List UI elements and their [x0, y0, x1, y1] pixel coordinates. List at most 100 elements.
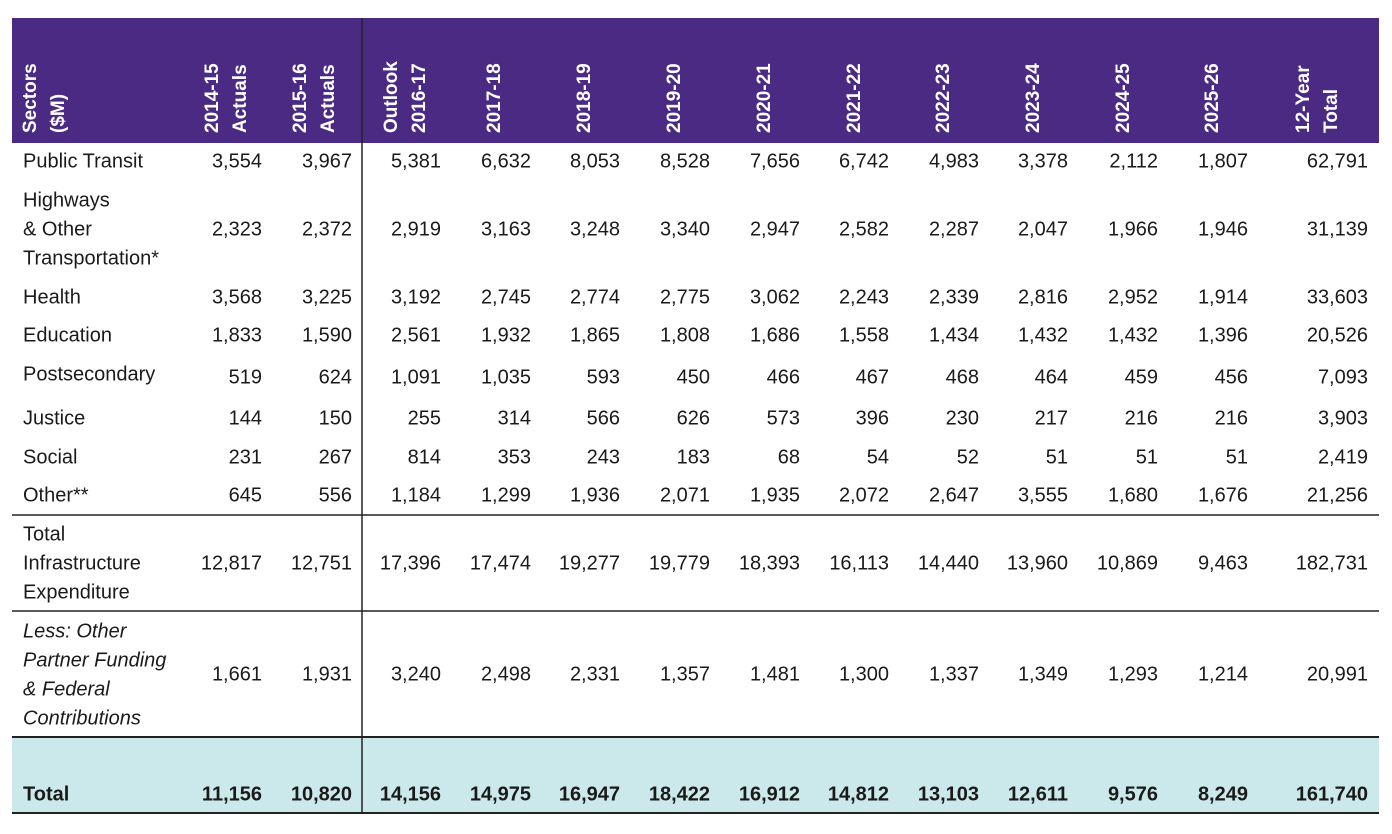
- row-label: Infrastructure: [23, 552, 141, 574]
- cell-value: 8,249: [1198, 783, 1248, 805]
- cell-value: 267: [319, 446, 352, 468]
- cell-value: 13,960: [1007, 552, 1068, 574]
- cell-value: 2,287: [929, 218, 979, 240]
- cell-value: 1,686: [750, 324, 800, 346]
- column-header: Sectors: [20, 63, 41, 133]
- cell-value: 10,820: [291, 783, 352, 805]
- cell-value: 12,817: [201, 552, 262, 574]
- column-header: 2023-24: [1023, 63, 1044, 133]
- cell-value: 2,919: [391, 218, 441, 240]
- cell-value: 1,807: [1198, 150, 1248, 172]
- cell-value: 1,590: [302, 324, 352, 346]
- cell-value: 14,440: [918, 552, 979, 574]
- cell-value: 3,248: [570, 218, 620, 240]
- cell-value: 1,299: [481, 484, 531, 506]
- cell-value: 3,192: [391, 286, 441, 308]
- column-header: Actuals: [318, 64, 339, 133]
- cell-value: 12,751: [291, 552, 352, 574]
- cell-value: 466: [767, 366, 800, 388]
- cell-value: 1,337: [929, 663, 979, 685]
- column-header: 2016-17: [409, 63, 430, 133]
- cell-value: 2,561: [391, 324, 441, 346]
- cell-value: 626: [677, 407, 710, 429]
- cell-value: 3,555: [1018, 484, 1068, 506]
- cell-value: 624: [319, 366, 352, 388]
- cell-value: 2,072: [839, 484, 889, 506]
- cell-value: 2,947: [750, 218, 800, 240]
- cell-value: 5,381: [391, 150, 441, 172]
- cell-value: 9,576: [1108, 783, 1158, 805]
- column-header: 2022-23: [933, 63, 954, 133]
- cell-value: 1,434: [929, 324, 979, 346]
- row-label: Total: [23, 783, 69, 805]
- cell-value: 243: [587, 446, 620, 468]
- cell-value: 1,349: [1018, 663, 1068, 685]
- column-header: 2024-25: [1113, 63, 1134, 133]
- column-header: 2015-16: [290, 63, 311, 133]
- cell-value: 16,947: [559, 783, 620, 805]
- cell-value: 450: [677, 366, 710, 388]
- cell-value: 1,914: [1198, 286, 1248, 308]
- cell-value: 33,603: [1307, 286, 1368, 308]
- cell-value: 2,071: [660, 484, 710, 506]
- total-band: [12, 738, 1379, 813]
- cell-value: 51: [1046, 446, 1068, 468]
- cell-value: 2,647: [929, 484, 979, 506]
- row-label: Less: Other: [23, 620, 128, 642]
- cell-value: 1,396: [1198, 324, 1248, 346]
- cell-value: 16,912: [739, 783, 800, 805]
- cell-value: 230: [946, 407, 979, 429]
- cell-value: 17,396: [380, 552, 441, 574]
- cell-value: 2,816: [1018, 286, 1068, 308]
- row-label: Transportation*: [23, 247, 159, 269]
- cell-value: 1,865: [570, 324, 620, 346]
- column-header: 2019-20: [664, 63, 685, 133]
- cell-value: 566: [587, 407, 620, 429]
- cell-value: 1,214: [1198, 663, 1248, 685]
- cell-value: 7,656: [750, 150, 800, 172]
- cell-value: 8,053: [570, 150, 620, 172]
- cell-value: 216: [1125, 407, 1158, 429]
- cell-value: 183: [677, 446, 710, 468]
- cell-value: 51: [1226, 446, 1248, 468]
- row-label: Highways: [23, 189, 110, 211]
- cell-value: 216: [1215, 407, 1248, 429]
- row-label: Other**: [23, 484, 89, 506]
- cell-value: 573: [767, 407, 800, 429]
- row-label: Health: [23, 286, 81, 308]
- column-header: ($M): [48, 94, 69, 133]
- cell-value: 8,528: [660, 150, 710, 172]
- column-header: 2020-21: [754, 63, 775, 133]
- cell-value: 1,357: [660, 663, 710, 685]
- column-header: 2021-22: [844, 63, 865, 133]
- cell-value: 54: [867, 446, 889, 468]
- cell-value: 18,393: [739, 552, 800, 574]
- cell-value: 1,300: [839, 663, 889, 685]
- cell-value: 459: [1125, 366, 1158, 388]
- cell-value: 3,967: [302, 150, 352, 172]
- column-header: 12-Year: [1293, 65, 1314, 133]
- cell-value: 255: [408, 407, 441, 429]
- row-label: Social: [23, 446, 77, 468]
- cell-value: 1,184: [391, 484, 441, 506]
- cell-value: 231: [229, 446, 262, 468]
- column-header: Actuals: [230, 64, 251, 133]
- cell-value: 31,139: [1307, 218, 1368, 240]
- cell-value: 3,554: [212, 150, 262, 172]
- column-header: 2017-18: [484, 63, 505, 133]
- cell-value: 161,740: [1296, 783, 1368, 805]
- cell-value: 1,293: [1108, 663, 1158, 685]
- cell-value: 3,062: [750, 286, 800, 308]
- cell-value: 456: [1215, 366, 1248, 388]
- cell-value: 68: [778, 446, 800, 468]
- cell-value: 1,833: [212, 324, 262, 346]
- cell-value: 2,498: [481, 663, 531, 685]
- cell-value: 519: [229, 366, 262, 388]
- cell-value: 10,869: [1097, 552, 1158, 574]
- cell-value: 13,103: [918, 783, 979, 805]
- cell-value: 2,243: [839, 286, 889, 308]
- cell-value: 14,975: [470, 783, 531, 805]
- cell-value: 2,952: [1108, 286, 1158, 308]
- cell-value: 593: [587, 366, 620, 388]
